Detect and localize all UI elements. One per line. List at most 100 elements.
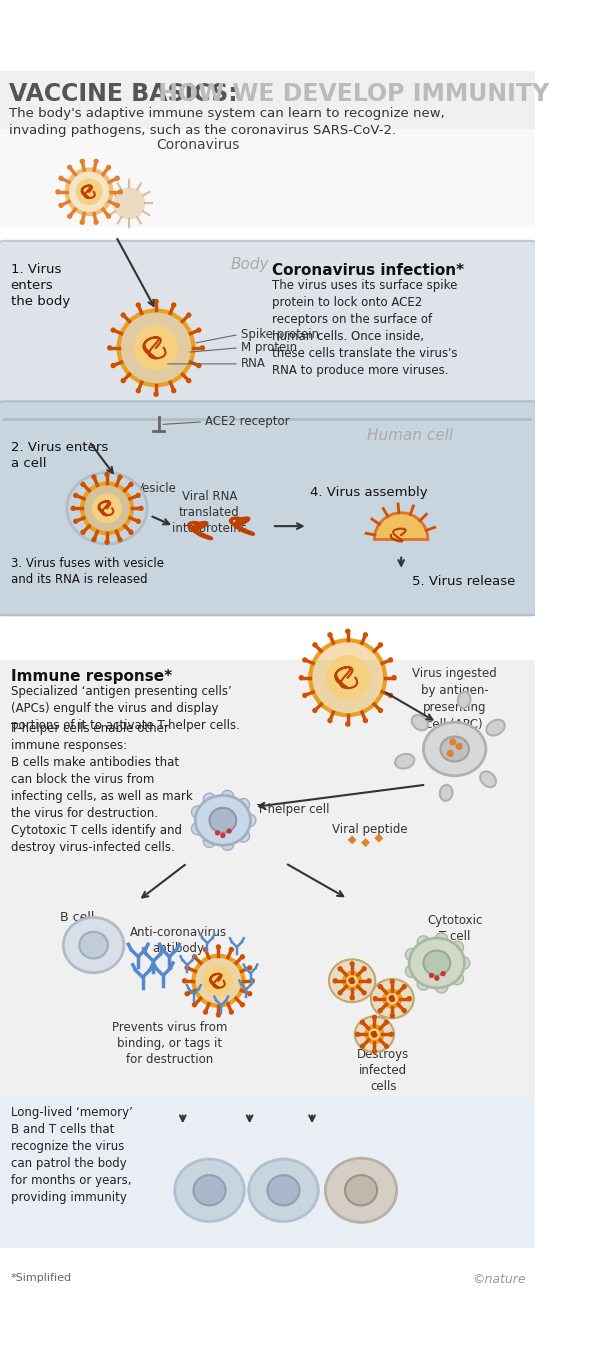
Circle shape: [115, 202, 120, 208]
Text: Coronavirus: Coronavirus: [156, 139, 239, 152]
Circle shape: [91, 537, 97, 542]
Text: 3. Virus fuses with vesicle
and its RNA is released: 3. Virus fuses with vesicle and its RNA …: [11, 557, 164, 586]
Circle shape: [186, 378, 191, 383]
Circle shape: [117, 537, 122, 542]
Circle shape: [384, 1044, 389, 1049]
Circle shape: [239, 1002, 245, 1007]
Text: Specialized ‘antigen presenting cells’
(APCs) engulf the virus and display
porti: Specialized ‘antigen presenting cells’ (…: [11, 685, 239, 731]
Circle shape: [106, 164, 111, 170]
Circle shape: [193, 955, 244, 1006]
Text: Virus ingested
by antigen-
presenting
cell (APC): Virus ingested by antigen- presenting ce…: [412, 667, 497, 731]
Text: *Simplified: *Simplified: [11, 1273, 72, 1283]
Text: B cell: B cell: [61, 912, 95, 924]
Text: ©nature: ©nature: [472, 1273, 526, 1286]
Circle shape: [229, 947, 234, 953]
Ellipse shape: [329, 959, 376, 1002]
Circle shape: [373, 996, 378, 1002]
Circle shape: [345, 722, 350, 727]
Circle shape: [80, 530, 86, 535]
Bar: [0, 129, 535, 227]
Circle shape: [401, 1008, 407, 1014]
Ellipse shape: [249, 1159, 318, 1222]
Ellipse shape: [409, 938, 464, 988]
Circle shape: [55, 189, 61, 194]
Circle shape: [216, 945, 221, 950]
Circle shape: [221, 837, 234, 851]
Circle shape: [363, 718, 368, 723]
Circle shape: [229, 1010, 234, 1015]
Circle shape: [73, 493, 79, 497]
Text: Destroys
infected
cells: Destroys infected cells: [357, 1048, 409, 1093]
Circle shape: [76, 178, 103, 205]
Ellipse shape: [412, 715, 428, 730]
Circle shape: [196, 363, 202, 368]
Bar: [0, 1097, 535, 1248]
Circle shape: [451, 972, 464, 985]
Circle shape: [171, 302, 176, 307]
Text: Cytotoxic
T cell: Cytotoxic T cell: [427, 913, 482, 943]
Circle shape: [429, 973, 434, 978]
Ellipse shape: [325, 1158, 397, 1222]
Circle shape: [80, 481, 86, 487]
Circle shape: [110, 328, 116, 333]
Circle shape: [216, 1012, 221, 1018]
Circle shape: [184, 991, 190, 996]
Circle shape: [104, 472, 110, 477]
Circle shape: [345, 629, 350, 635]
FancyBboxPatch shape: [0, 401, 544, 616]
Circle shape: [192, 1002, 197, 1007]
Circle shape: [327, 718, 332, 723]
Circle shape: [247, 965, 253, 970]
Circle shape: [435, 980, 448, 993]
Text: Coronavirus infection*: Coronavirus infection*: [272, 264, 464, 279]
Circle shape: [361, 991, 367, 995]
Circle shape: [192, 954, 197, 959]
Circle shape: [325, 655, 370, 700]
Text: HOW WE DEVELOP IMMUNITY: HOW WE DEVELOP IMMUNITY: [150, 82, 549, 106]
Ellipse shape: [395, 754, 415, 769]
Ellipse shape: [345, 1176, 377, 1205]
Circle shape: [367, 1026, 382, 1042]
Circle shape: [434, 976, 440, 981]
Ellipse shape: [487, 720, 505, 735]
Circle shape: [106, 213, 111, 219]
Circle shape: [220, 833, 226, 839]
Text: VACCINE BASICS:: VACCINE BASICS:: [9, 82, 238, 106]
Ellipse shape: [268, 1176, 299, 1205]
Circle shape: [457, 957, 470, 969]
Circle shape: [191, 806, 204, 818]
Text: The body's adaptive immune system can learn to recognize new,
invading pathogens: The body's adaptive immune system can le…: [9, 107, 445, 137]
Circle shape: [67, 170, 112, 215]
Circle shape: [154, 299, 158, 304]
Circle shape: [449, 738, 457, 746]
Circle shape: [58, 202, 64, 208]
Circle shape: [367, 978, 372, 984]
Circle shape: [360, 1019, 365, 1025]
Circle shape: [247, 991, 253, 996]
Circle shape: [107, 345, 112, 351]
Circle shape: [250, 978, 255, 984]
Circle shape: [200, 345, 205, 351]
Circle shape: [203, 1010, 208, 1015]
Circle shape: [361, 966, 367, 972]
Circle shape: [372, 1015, 377, 1021]
Circle shape: [451, 942, 464, 954]
Circle shape: [312, 708, 317, 713]
Circle shape: [182, 978, 187, 984]
Circle shape: [136, 387, 141, 393]
Text: M protein: M protein: [241, 341, 297, 355]
Circle shape: [355, 1031, 360, 1037]
Ellipse shape: [480, 772, 496, 787]
Text: 2. Virus enters
a cell: 2. Virus enters a cell: [11, 442, 108, 470]
Circle shape: [113, 188, 145, 219]
Circle shape: [82, 484, 132, 533]
Circle shape: [389, 1012, 395, 1018]
Circle shape: [117, 474, 122, 480]
Circle shape: [215, 830, 220, 836]
Ellipse shape: [67, 473, 147, 544]
Circle shape: [406, 949, 418, 961]
Circle shape: [337, 966, 343, 972]
Circle shape: [136, 519, 141, 525]
Circle shape: [363, 632, 368, 637]
Circle shape: [302, 693, 308, 699]
